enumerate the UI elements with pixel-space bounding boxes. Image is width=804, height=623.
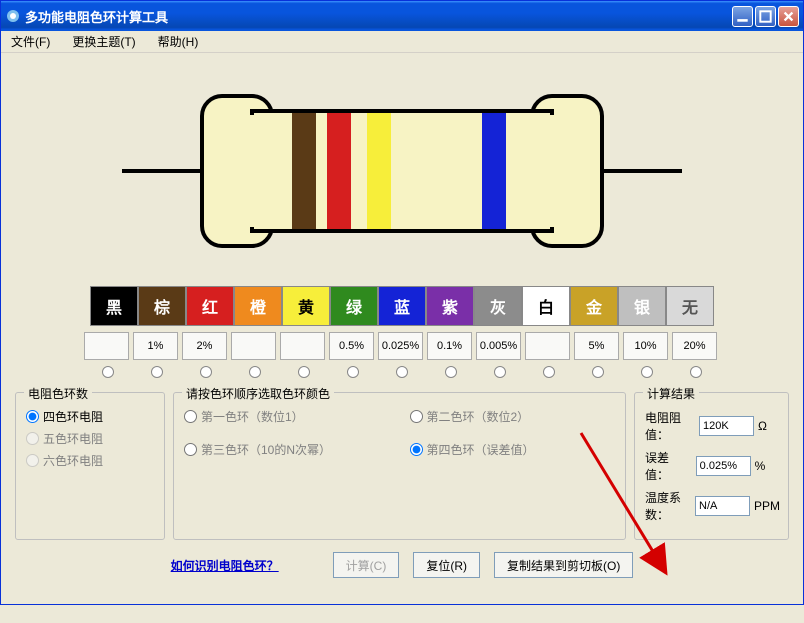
color-swatch-9[interactable]: 白 bbox=[522, 286, 570, 326]
color-radio-11[interactable] bbox=[641, 366, 653, 378]
color-radio-6[interactable] bbox=[396, 366, 408, 378]
band-select-group: 请按色环顺序选取色环颜色 第一色环（数位1）第二色环（数位2）第三色环（10的N… bbox=[173, 392, 626, 540]
app-icon bbox=[5, 8, 21, 24]
band-count-option-2: 六色环电阻 bbox=[26, 452, 154, 469]
band-count-group: 电阻色环数 四色环电阻五色环电阻六色环电阻 bbox=[15, 392, 165, 540]
reset-button[interactable]: 复位(R) bbox=[413, 552, 480, 578]
result-row-1: 误差值：% bbox=[645, 449, 778, 483]
color-radio-8[interactable] bbox=[494, 366, 506, 378]
color-swatch-1[interactable]: 棕 bbox=[138, 286, 186, 326]
color-radio-row bbox=[84, 366, 720, 378]
color-radio-0[interactable] bbox=[102, 366, 114, 378]
tolerance-box-9 bbox=[525, 332, 570, 360]
color-radio-4[interactable] bbox=[298, 366, 310, 378]
color-swatch-11[interactable]: 银 bbox=[618, 286, 666, 326]
minimize-button[interactable] bbox=[732, 6, 753, 27]
color-swatch-8[interactable]: 灰 bbox=[474, 286, 522, 326]
tolerance-box-5: 0.5% bbox=[329, 332, 374, 360]
color-radio-9[interactable] bbox=[543, 366, 555, 378]
color-swatch-6[interactable]: 蓝 bbox=[378, 286, 426, 326]
color-swatch-7[interactable]: 紫 bbox=[426, 286, 474, 326]
resistor-diagram bbox=[15, 63, 789, 278]
titlebar: 多功能电阻色环计算工具 bbox=[1, 1, 803, 31]
color-swatch-4[interactable]: 黄 bbox=[282, 286, 330, 326]
result-legend: 计算结果 bbox=[643, 385, 699, 402]
band-select-option-0[interactable]: 第一色环（数位1） bbox=[184, 408, 390, 425]
window-title: 多功能电阻色环计算工具 bbox=[25, 7, 732, 26]
band-select-option-3[interactable]: 第四色环（误差值） bbox=[410, 441, 616, 458]
band-count-option-1: 五色环电阻 bbox=[26, 430, 154, 447]
color-swatch-5[interactable]: 绿 bbox=[330, 286, 378, 326]
bottom-row: 如何识别电阻色环？ 计算(C) 复位(R) 复制结果到剪切板(O) bbox=[15, 552, 789, 578]
tolerance-box-10: 5% bbox=[574, 332, 619, 360]
color-radio-12[interactable] bbox=[690, 366, 702, 378]
result-value-0 bbox=[699, 416, 754, 436]
result-value-1 bbox=[696, 456, 751, 476]
color-radio-1[interactable] bbox=[151, 366, 163, 378]
menu-file[interactable]: 文件(F) bbox=[7, 31, 54, 52]
band-count-option-0[interactable]: 四色环电阻 bbox=[26, 408, 154, 425]
color-swatch-3[interactable]: 橙 bbox=[234, 286, 282, 326]
tolerance-box-8: 0.005% bbox=[476, 332, 521, 360]
color-radio-2[interactable] bbox=[200, 366, 212, 378]
tolerance-box-6: 0.025% bbox=[378, 332, 423, 360]
color-radio-3[interactable] bbox=[249, 366, 261, 378]
copy-button[interactable]: 复制结果到剪切板(O) bbox=[494, 552, 633, 578]
maximize-button[interactable] bbox=[755, 6, 776, 27]
calc-button[interactable]: 计算(C) bbox=[333, 552, 400, 578]
tolerance-box-11: 10% bbox=[623, 332, 668, 360]
color-swatch-0[interactable]: 黑 bbox=[90, 286, 138, 326]
result-value-2 bbox=[695, 496, 750, 516]
help-link[interactable]: 如何识别电阻色环？ bbox=[171, 557, 279, 574]
tolerance-row: 1%2% 0.5%0.025%0.1%0.005% 5%10%20% bbox=[84, 332, 720, 360]
tolerance-box-0 bbox=[84, 332, 129, 360]
band-select-option-2[interactable]: 第三色环（10的N次幂） bbox=[184, 441, 390, 458]
color-radio-5[interactable] bbox=[347, 366, 359, 378]
band-select-legend: 请按色环顺序选取色环颜色 bbox=[182, 385, 334, 402]
result-row-0: 电阻阻值：Ω bbox=[645, 409, 778, 443]
color-radio-10[interactable] bbox=[592, 366, 604, 378]
band-count-legend: 电阻色环数 bbox=[24, 385, 92, 402]
tolerance-box-3 bbox=[231, 332, 276, 360]
color-swatch-2[interactable]: 红 bbox=[186, 286, 234, 326]
tolerance-box-1: 1% bbox=[133, 332, 178, 360]
color-radio-7[interactable] bbox=[445, 366, 457, 378]
band-select-option-1[interactable]: 第二色环（数位2） bbox=[410, 408, 616, 425]
tolerance-box-7: 0.1% bbox=[427, 332, 472, 360]
menu-help[interactable]: 帮助(H) bbox=[154, 31, 203, 52]
color-palette-row: 黑棕红橙黄绿蓝紫灰白金银无 bbox=[90, 286, 714, 326]
tolerance-box-12: 20% bbox=[672, 332, 717, 360]
result-row-2: 温度系数：PPM bbox=[645, 489, 778, 523]
tolerance-box-2: 2% bbox=[182, 332, 227, 360]
menubar: 文件(F) 更换主题(T) 帮助(H) bbox=[1, 31, 803, 53]
color-swatch-12[interactable]: 无 bbox=[666, 286, 714, 326]
menu-theme[interactable]: 更换主题(T) bbox=[68, 31, 139, 52]
result-group: 计算结果 电阻阻值：Ω误差值：%温度系数：PPM bbox=[634, 392, 789, 540]
tolerance-box-4 bbox=[280, 332, 325, 360]
color-swatch-10[interactable]: 金 bbox=[570, 286, 618, 326]
close-button[interactable] bbox=[778, 6, 799, 27]
